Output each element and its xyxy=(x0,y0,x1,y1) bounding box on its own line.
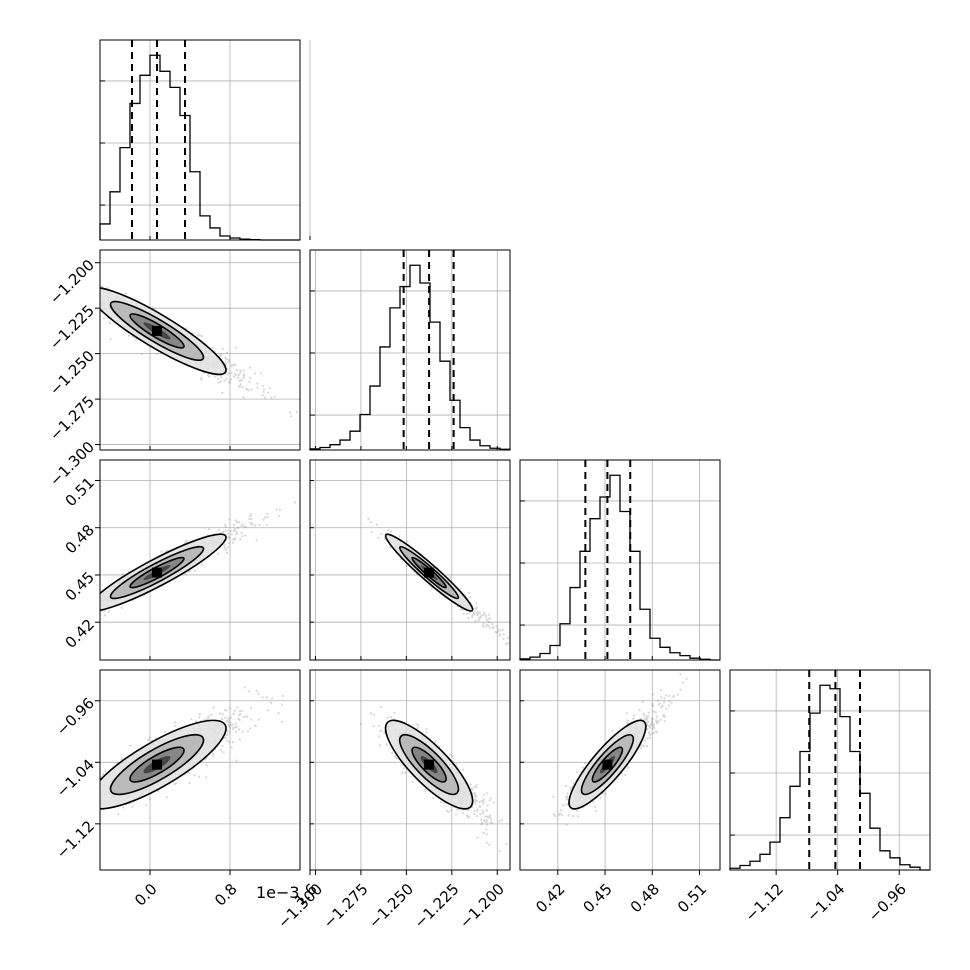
col-1-xtick-label-4: −1.200 xyxy=(456,880,508,932)
panel-3-2-frame xyxy=(519,669,721,871)
hist-0-frame xyxy=(99,39,301,241)
panel-3-1-frame xyxy=(309,669,511,871)
panel-3-0 xyxy=(100,686,284,816)
panel-2-1-frame xyxy=(309,459,511,661)
row-1-ytick-label-1: −1.275 xyxy=(46,392,98,444)
col-0-xtick-label-1: 0.8 xyxy=(211,880,241,910)
panel-3-1-contour-2 xyxy=(411,746,447,783)
row-3-ytick-label-2: −0.96 xyxy=(53,694,98,739)
col-0-xtick-label-0: 0.0 xyxy=(131,880,161,910)
panel-2-0-contour-1 xyxy=(109,545,205,600)
panel-3-0-contour-0 xyxy=(100,719,227,810)
panel-2-0-contour-0 xyxy=(100,533,227,612)
col-2-xtick-label-3: 0.51 xyxy=(674,880,710,916)
row-1-ytick-label-2: −1.250 xyxy=(46,347,98,399)
hist-2-frame xyxy=(519,459,721,661)
panel-1-0-contour-2 xyxy=(129,313,185,349)
panel-1-0-contour-1 xyxy=(109,300,205,362)
row-1-ytick-label-3: −1.225 xyxy=(46,301,98,353)
hist-1-steps xyxy=(309,264,511,450)
hist-3-frame xyxy=(729,669,931,871)
col-2-xtick-label-2: 0.48 xyxy=(627,880,663,916)
panel-2-0 xyxy=(100,501,297,617)
col-1-xtick-label-3: −1.225 xyxy=(411,880,463,932)
row-3-ytick-label-1: −1.04 xyxy=(53,756,98,801)
panel-2-1-peak xyxy=(424,567,435,578)
panel-1-0-contour-0 xyxy=(100,286,227,376)
panel-1-0-frame xyxy=(99,249,301,451)
row-2-ytick-label-1: 0.45 xyxy=(62,568,98,604)
hist-0-steps xyxy=(99,54,300,241)
panel-3-2-contour-1 xyxy=(580,734,635,796)
panel-2-0-peak xyxy=(152,567,162,578)
panel-2-0-frame xyxy=(99,459,301,661)
col-3-xtick-label-1: −1.04 xyxy=(803,880,848,925)
col-2-xtick-label-1: 0.45 xyxy=(579,880,615,916)
panel-3-1-peak xyxy=(424,759,435,770)
panel-2-1 xyxy=(367,517,510,645)
panel-3-0-peak xyxy=(152,759,162,770)
panel-3-1-contour-1 xyxy=(398,734,460,796)
panel-3-1-contour-0 xyxy=(384,719,474,810)
row-3-ytick-label-0: −1.12 xyxy=(53,817,98,862)
col-2-xtick-label-0: 0.42 xyxy=(532,880,568,916)
panel-3-2 xyxy=(552,673,688,826)
panel-3-0-contour-1 xyxy=(109,734,205,796)
panel-1-0 xyxy=(100,285,300,418)
x-axis-offset-label: 1e−3 xyxy=(256,883,300,902)
row-2-ytick-label-2: 0.48 xyxy=(62,521,98,557)
panel-1-0-peak xyxy=(152,325,162,336)
col-1-xtick-label-1: −1.275 xyxy=(320,880,372,932)
panel-3-0-contour-2 xyxy=(129,746,185,783)
panel-3-1 xyxy=(359,706,508,853)
row-1-ytick-label-4: −1.200 xyxy=(46,256,98,308)
hist-3-steps xyxy=(729,684,930,871)
col-1-xtick-label-2: −1.250 xyxy=(365,880,417,932)
panel-2-1-contour-0 xyxy=(384,533,474,612)
col-3-xtick-label-2: −0.96 xyxy=(865,880,910,925)
hist-2-steps xyxy=(519,474,720,661)
col-3-xtick-label-0: −1.12 xyxy=(742,880,787,925)
panel-3-2-peak xyxy=(602,759,613,770)
panel-3-0-frame xyxy=(99,669,301,871)
row-2-ytick-label-0: 0.42 xyxy=(62,615,98,651)
panel-3-2-contour-0 xyxy=(568,719,647,810)
hist-1-frame xyxy=(309,249,511,451)
